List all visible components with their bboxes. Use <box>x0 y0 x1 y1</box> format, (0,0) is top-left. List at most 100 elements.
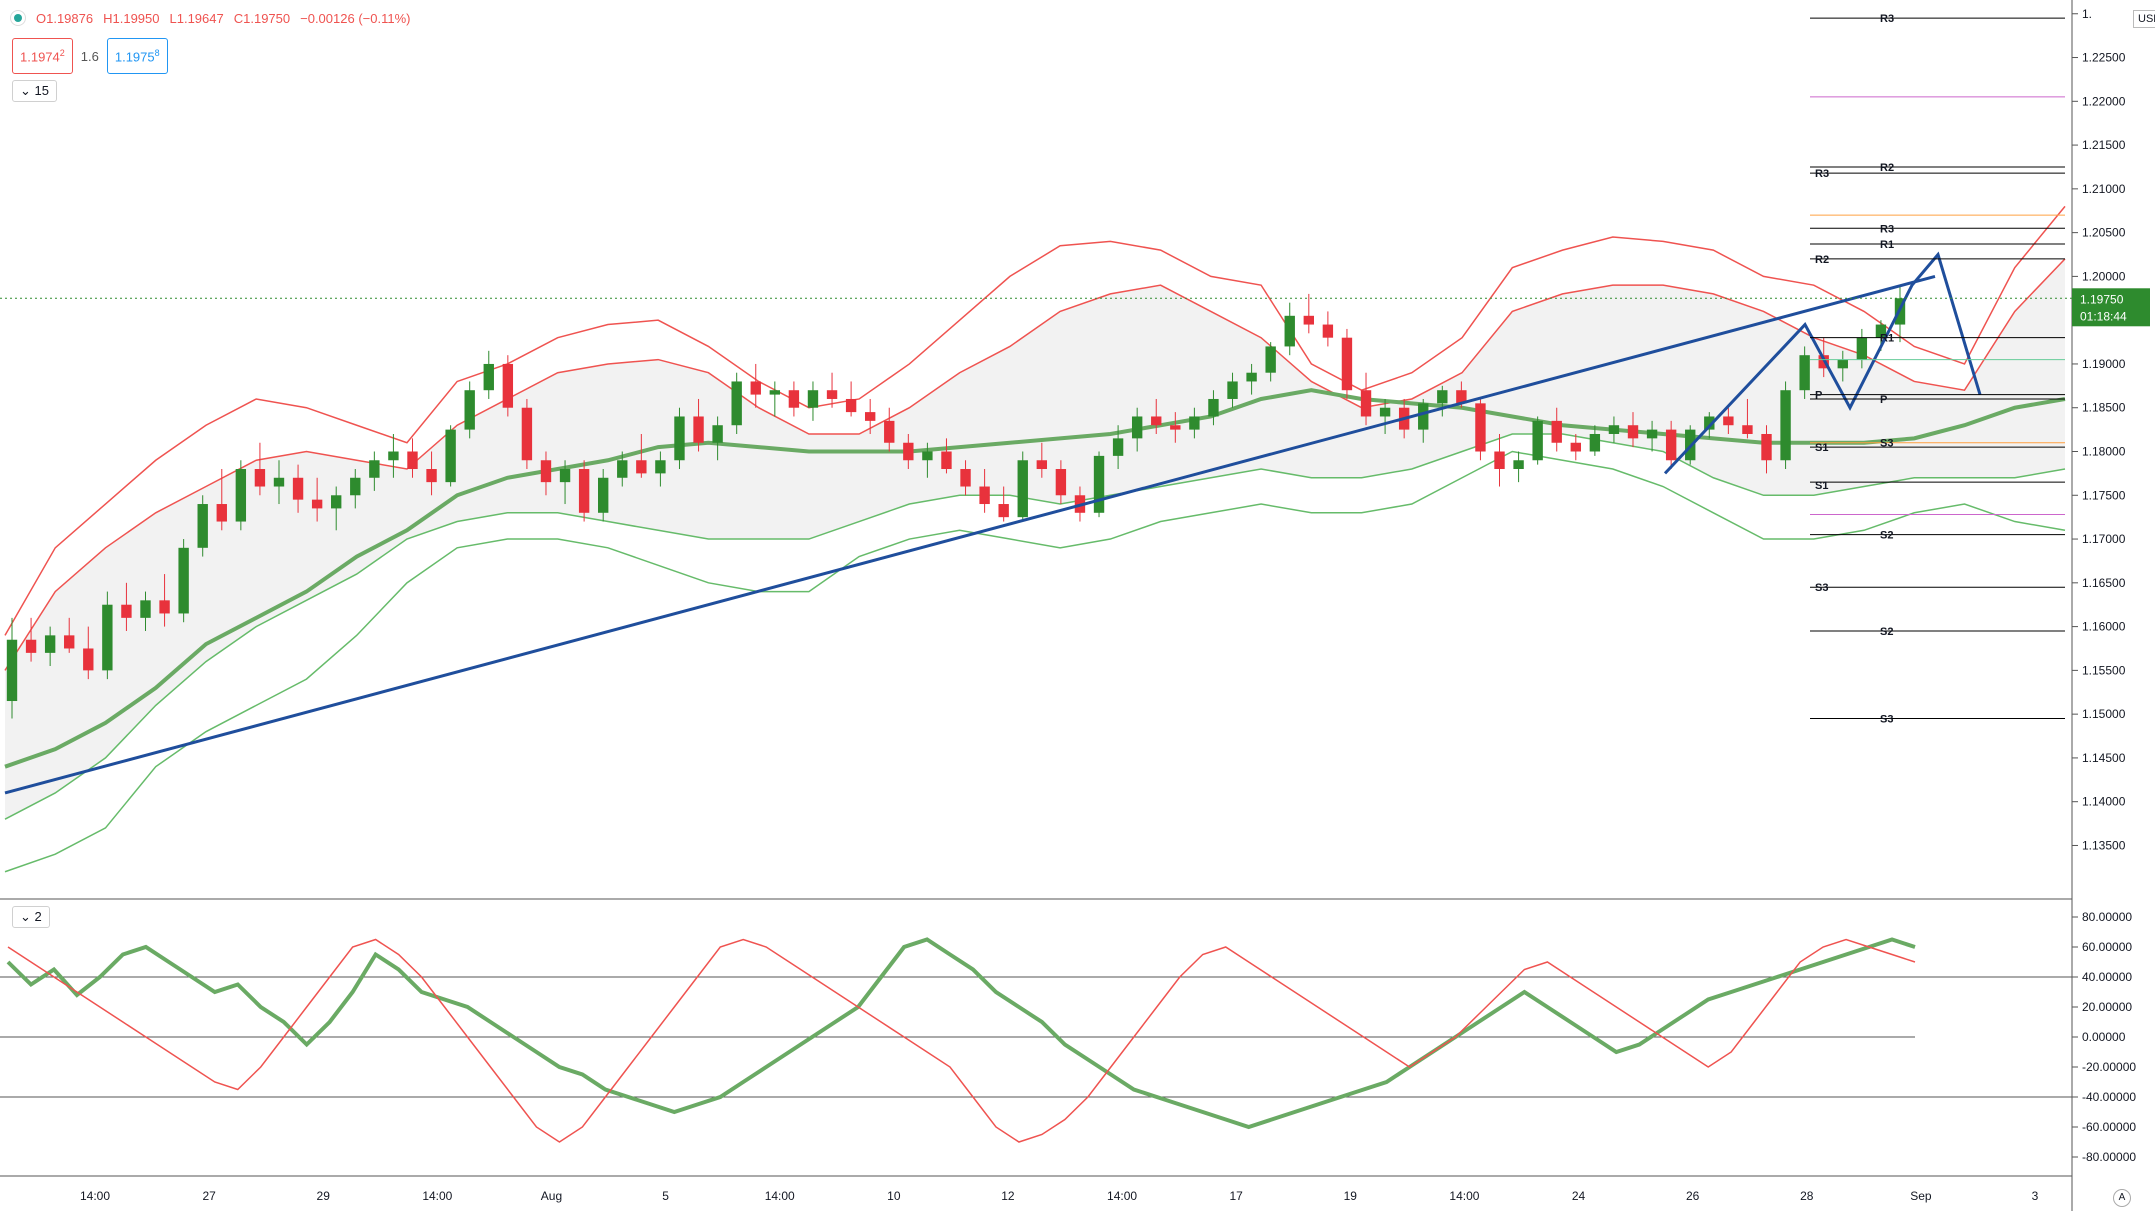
candle-body <box>369 460 380 478</box>
candle-body <box>655 460 666 474</box>
osc-tick-label: -20.00000 <box>2082 1060 2136 1074</box>
main-pane-collapse-button[interactable]: ⌄ 15 <box>12 80 57 102</box>
candle-body <box>44 635 56 653</box>
candle-body <box>731 381 742 426</box>
pivot-label: S3 <box>1880 438 1893 450</box>
pivot-label: R2 <box>1880 162 1894 174</box>
price-tick-label: 1.16000 <box>2082 620 2126 634</box>
candle-body <box>6 639 18 702</box>
candle-body <box>1494 451 1505 470</box>
candle-body <box>1017 460 1028 518</box>
price-tick-label: 1.14500 <box>2082 751 2126 765</box>
ohlc-open: O1.19876 <box>36 10 94 26</box>
candle-body <box>1513 460 1524 470</box>
pivot-label: S3 <box>1815 582 1828 594</box>
candle-body <box>864 412 876 421</box>
osc-pane-label: 2 <box>34 909 42 924</box>
osc-line-0 <box>6 937 1916 1130</box>
candle-body <box>1360 390 1372 417</box>
overlay-line-1 <box>4 258 2066 671</box>
pivot-label: S1 <box>1815 480 1828 492</box>
candle-body <box>273 477 285 487</box>
ohlc-close: C1.19750 <box>233 10 291 26</box>
candle-body <box>445 429 456 483</box>
price-tick-label: 1.13500 <box>2082 838 2126 852</box>
candle-body <box>636 460 647 474</box>
candle-body <box>1799 355 1810 391</box>
candle-body <box>407 451 418 470</box>
time-tick-label: 26 <box>1686 1189 1700 1203</box>
candle-body <box>521 407 533 461</box>
candle-body <box>1704 416 1715 430</box>
price-tick-label: 1.14000 <box>2082 795 2126 809</box>
candle-body <box>1761 433 1772 461</box>
price-tick-label: 1.18500 <box>2082 401 2126 415</box>
candle-body <box>64 635 75 649</box>
time-tick-label: 5 <box>662 1189 669 1203</box>
candle-body <box>884 420 895 443</box>
candle-body <box>788 390 800 408</box>
candle-body <box>1456 390 1467 404</box>
price-tick-label: 1.19000 <box>2082 357 2126 371</box>
candle-body <box>121 604 132 618</box>
candle-body <box>1475 403 1486 452</box>
ask-price: 1.1975 <box>114 49 155 65</box>
price-tick-label: 1.18000 <box>2082 445 2126 459</box>
time-tick-label: 3 <box>2032 1189 2039 1203</box>
sell-button[interactable]: 1.19742 <box>12 38 73 75</box>
pivot-label: R3 <box>1815 168 1829 180</box>
candle-body <box>1723 416 1734 426</box>
overlay-line-0 <box>4 205 2066 636</box>
time-tick-label: 14:00 <box>422 1189 452 1203</box>
candle-body <box>1189 416 1200 430</box>
time-tick-label: 19 <box>1344 1189 1358 1203</box>
pivot-label: S3 <box>1880 714 1893 726</box>
osc-pane-collapse-button[interactable]: ⌄ 2 <box>12 906 50 928</box>
candle-body <box>1227 381 1238 399</box>
candle-body <box>216 504 227 522</box>
osc-tick-label: 60.00000 <box>2082 940 2132 954</box>
buy-button[interactable]: 1.19758 <box>106 38 168 75</box>
candle-body <box>998 504 1009 518</box>
candle-body <box>1856 337 1868 360</box>
price-tick-label: 1.15000 <box>2082 707 2126 721</box>
currency-button[interactable]: USD <box>2133 10 2155 28</box>
auto-scale-button[interactable]: A <box>2113 1189 2131 1207</box>
price-tick-label: 1.17000 <box>2082 532 2126 546</box>
osc-tick-label: -40.00000 <box>2082 1090 2136 1104</box>
pivot-label: R1 <box>1880 239 1894 251</box>
osc-tick-label: 40.00000 <box>2082 970 2132 984</box>
time-tick-label: 27 <box>202 1189 216 1203</box>
time-tick-label: 29 <box>317 1189 331 1203</box>
envelope-fill <box>5 258 2065 820</box>
candle-body <box>102 604 113 671</box>
ohlc-low: L1.19647 <box>169 10 224 26</box>
ohlc-legend: O1.19876 H1.19950 L1.19647 C1.19750 −0.0… <box>10 10 410 26</box>
price-tick-label: 1.15500 <box>2082 663 2126 677</box>
candle-body <box>960 469 971 487</box>
candle-body <box>903 442 914 461</box>
spread-value: 1.6 <box>80 48 99 64</box>
pivot-label: P <box>1815 390 1822 402</box>
candle-body <box>350 477 361 496</box>
candle-body <box>1208 398 1219 417</box>
price-tick-label: 1.16500 <box>2082 576 2126 590</box>
candle-body <box>25 639 37 653</box>
time-tick-label: 28 <box>1800 1189 1814 1203</box>
last-price-badge <box>2072 288 2150 327</box>
time-tick-label: 24 <box>1572 1189 1586 1203</box>
harmonic-pattern <box>1663 251 1982 475</box>
candle-body <box>1322 324 1334 338</box>
time-tick-label: 12 <box>1001 1189 1015 1203</box>
candle-body <box>1265 346 1276 373</box>
candle-body <box>83 648 94 671</box>
candle-body <box>235 469 247 522</box>
ohlc-change: −0.00126 (−0.11%) <box>300 10 411 26</box>
candle-body <box>1570 442 1581 452</box>
pivot-label: S1 <box>1815 442 1828 454</box>
pivot-label: R2 <box>1815 254 1829 266</box>
candle-body <box>483 363 494 391</box>
candle-body <box>1627 425 1639 439</box>
candle-body <box>1055 469 1067 496</box>
